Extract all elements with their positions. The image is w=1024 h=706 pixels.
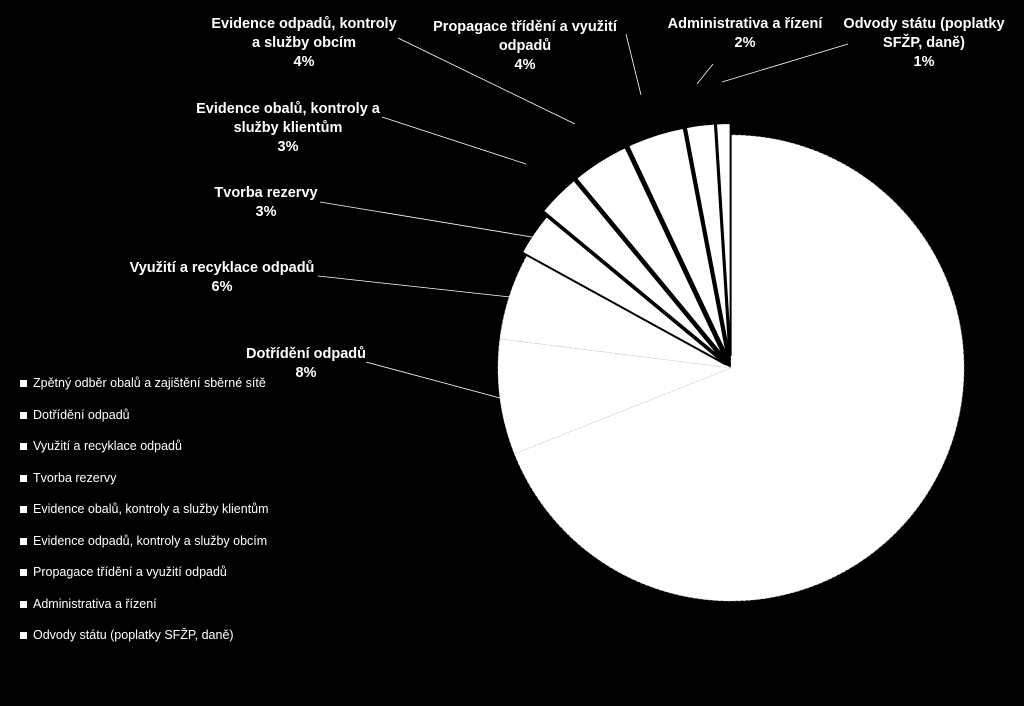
leader-line-5 [381, 116, 527, 165]
legend-item-1: Zpětný odběr obalů a zajištění sběrné sí… [20, 376, 269, 408]
legend-swatch [20, 443, 27, 450]
legend-item-7: Propagace třídění a využití odpadů [20, 565, 269, 597]
legend-swatch [20, 474, 27, 482]
slice-label-2: Dotřídění odpadů 8% [246, 346, 366, 381]
legend-swatch [20, 537, 27, 545]
legend-label: Evidence odpadů, kontroly a služby obcím [33, 533, 268, 548]
legend-label: Propagace třídění a využití odpadů [33, 565, 227, 579]
legend-swatch [20, 380, 27, 387]
leader-line-3 [317, 275, 511, 298]
legend-label: Zpětný odběr obalů a zajištění sběrné sí… [33, 376, 266, 390]
pie-slice-4 [520, 214, 727, 366]
legend-swatch [20, 632, 27, 639]
legend-item-6: Evidence odpadů, kontroly a služby obcím [20, 534, 269, 566]
legend-item-3: Využití a recyklace odpadů [20, 439, 269, 471]
legend-item-2: Dotřídění odpadů [20, 408, 269, 440]
slice-label-1: Přímé náklady sběru a recyklace [292, 569, 458, 610]
slice-label-5: Evidence obalů, kontroly a služby klientů… [196, 101, 381, 155]
pie-slice-9 [714, 122, 732, 357]
legend-item-8: Administrativa a řízení [20, 597, 269, 629]
pie-slice-2 [497, 338, 732, 455]
pie-slice-8 [684, 122, 731, 357]
legend-label: Tvorba rezervy [33, 470, 117, 485]
legend-swatch [20, 569, 27, 576]
legend-swatch [20, 506, 27, 513]
pie-slice-1 [513, 134, 965, 602]
legend-label: Dotřídění odpadů [33, 407, 130, 422]
pie-slice-5 [541, 178, 724, 361]
pie-slice-6 [574, 145, 726, 359]
slice-label-7: Propagace třídění a využití odpadů 4% [433, 19, 618, 73]
legend-item-9: Odvody státu (poplatky SFŽP, daně) [20, 628, 269, 660]
legend-label: Využití a recyklace odpadů [33, 439, 182, 453]
slice-label-8: Administrativa a řízení 2% [668, 16, 824, 51]
slice-label-6: Evidence odpadů, kontroly a služby obcím 4… [211, 16, 396, 70]
leader-line-4 [319, 201, 539, 239]
legend-item-5: Evidence obalů, kontroly a služby klient… [20, 502, 269, 534]
legend-swatch [20, 411, 27, 419]
legend-item-4: Tvorba rezervy [20, 471, 269, 503]
legend-label: Administrativa a řízení [33, 596, 157, 611]
leader-line-8 [696, 63, 714, 85]
legend-swatch [20, 600, 27, 608]
legend-label: Odvody státu (poplatky SFŽP, daně) [33, 628, 234, 642]
slice-label-3: Využití a recyklace odpadů 6% [130, 260, 315, 295]
slice-label-9: Odvody státu (poplatky SFŽP, daně) 1% [843, 16, 1004, 70]
leader-line-2 [365, 361, 501, 399]
legend-label: Evidence obalů, kontroly a služby klient… [33, 502, 269, 516]
leader-line-6 [397, 37, 576, 125]
leader-line-7 [625, 33, 642, 96]
legend: Zpětný odběr obalů a zajištění sběrné sí… [20, 376, 269, 660]
slice-label-4: Tvorba rezervy 3% [214, 185, 317, 220]
leader-line-9 [721, 43, 849, 83]
pie-slice-7 [626, 126, 729, 358]
